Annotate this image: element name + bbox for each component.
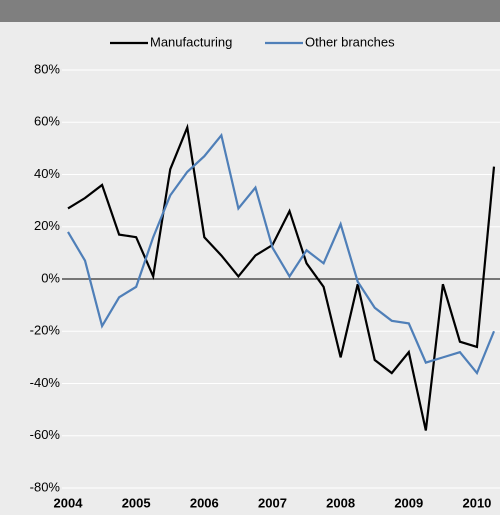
y-tick-label: 40% [34,166,60,181]
x-tick-label: 2008 [326,495,355,510]
x-tick-label: 2004 [54,495,84,510]
x-tick-label: 2009 [394,495,423,510]
y-tick-label: 20% [34,218,60,233]
series-line [67,123,496,431]
y-tick-label: -40% [30,375,61,390]
legend-label: Manufacturing [150,34,232,49]
y-tick-label: -60% [30,427,61,442]
y-tick-label: 80% [34,61,60,76]
y-tick-label: 0% [41,270,60,285]
legend-label: Other branches [305,34,395,49]
x-tick-label: 2010 [462,495,491,510]
header-band [0,0,500,22]
y-tick-label: -80% [30,479,61,494]
series-line [67,132,496,376]
x-tick-label: 2006 [190,495,219,510]
x-tick-label: 2007 [258,495,287,510]
y-tick-label: 60% [34,114,60,129]
y-tick-label: -20% [30,323,61,338]
x-tick-label: 2005 [122,495,151,510]
